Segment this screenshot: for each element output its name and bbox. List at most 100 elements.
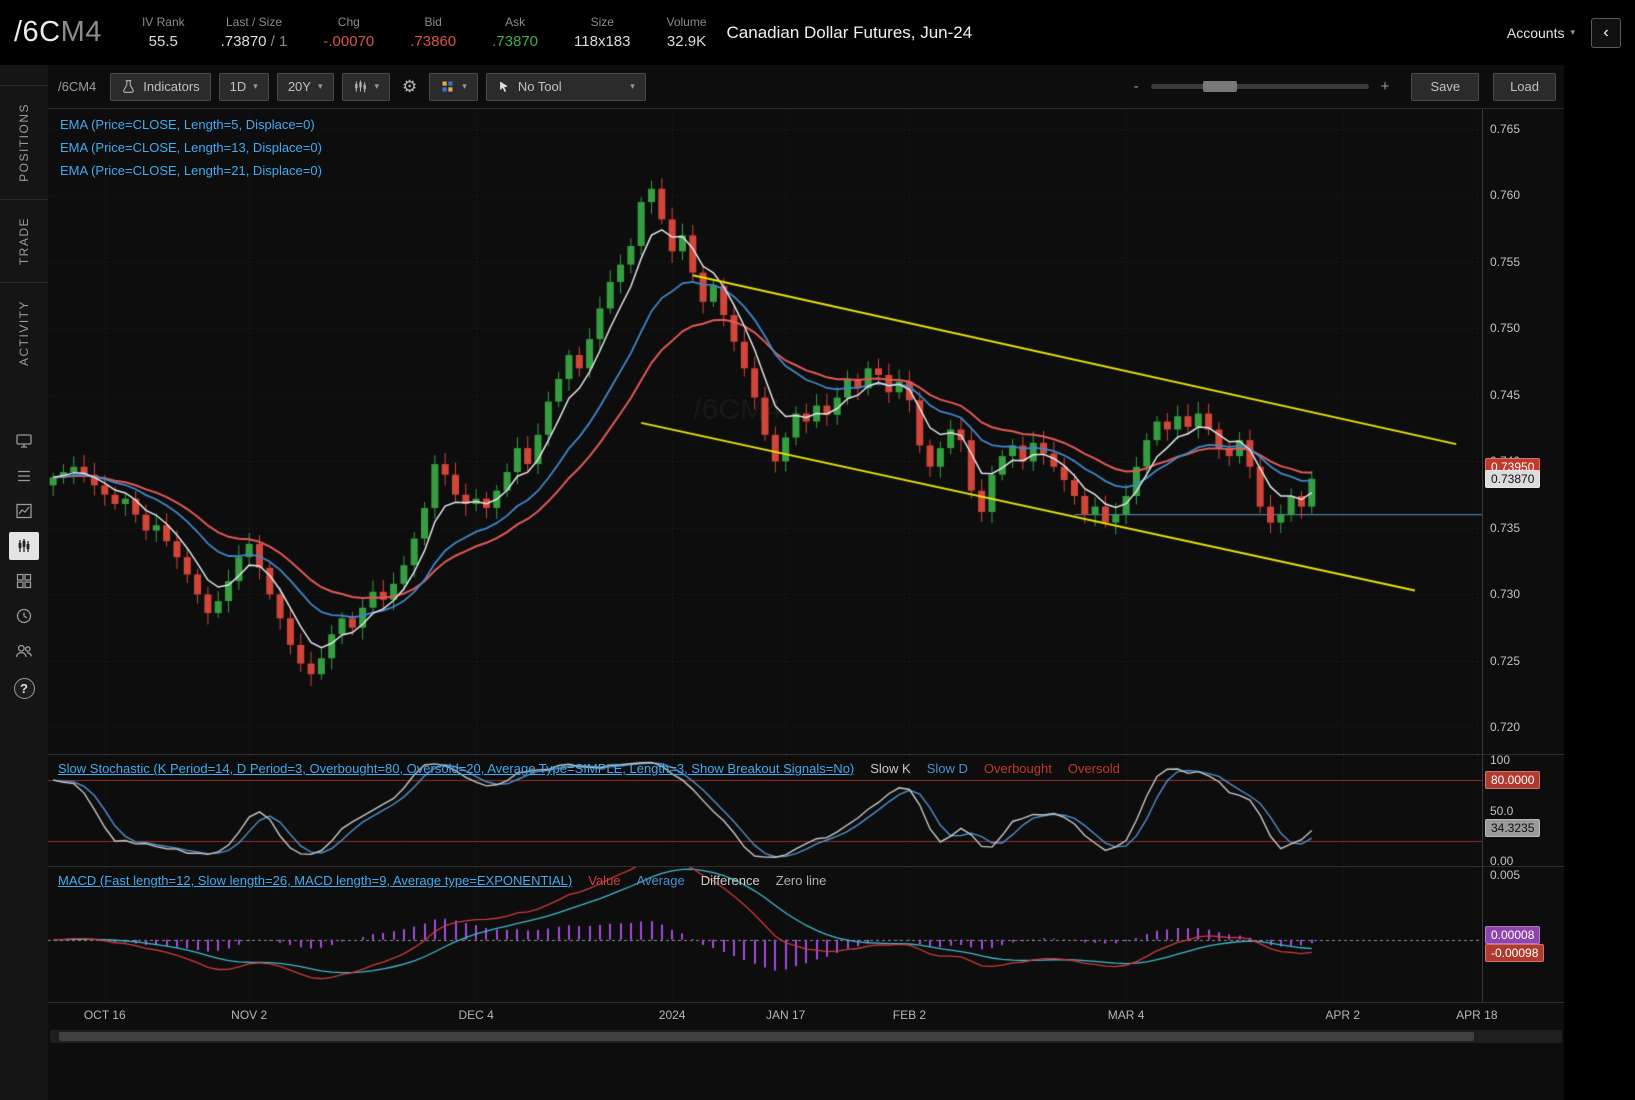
stoch-tick-label: 100: [1490, 753, 1510, 767]
beaker-icon: [121, 79, 136, 94]
time-tick-label: 2024: [637, 1008, 707, 1022]
legend-average: Average: [637, 873, 685, 888]
sidebar-icons: ?: [0, 427, 48, 699]
zoom-slider-thumb[interactable]: [1203, 81, 1237, 92]
stat-ask: Ask.73870: [492, 15, 538, 50]
chart-type-dropdown[interactable]: ▾: [342, 73, 391, 101]
watchlist-icon[interactable]: [9, 462, 39, 490]
zoom-in-button[interactable]: +: [1381, 78, 1390, 95]
gear-icon[interactable]: ⚙: [398, 77, 421, 97]
candlestick-icon: [353, 79, 368, 94]
header-right: Accounts▾ ‹: [1507, 18, 1621, 48]
stat-iv-rank: IV Rank55.5: [142, 15, 185, 50]
ema13-label[interactable]: EMA (Price=CLOSE, Length=13, Displace=0): [60, 140, 322, 155]
timeframe-dropdown[interactable]: 1D▾: [219, 73, 269, 101]
zoom-slider[interactable]: [1151, 84, 1369, 89]
price-tick-label: 0.725: [1490, 654, 1520, 668]
legend-slow-d: Slow D: [927, 761, 968, 776]
time-tick-label: FEB 2: [874, 1008, 944, 1022]
legend-difference: Difference: [701, 873, 760, 888]
app-body: POSITIONS TRADE ACTIVITY ? /6CM4 I: [0, 65, 1635, 1100]
price-tick-label: 0.730: [1490, 587, 1520, 601]
price-axis: 0.7650.7600.7550.7500.7450.7400.7350.730…: [1482, 109, 1564, 754]
price-panel: EMA (Price=CLOSE, Length=5, Displace=0) …: [48, 109, 1564, 754]
line-chart-icon[interactable]: [9, 497, 39, 525]
time-axis: OCT 16NOV 2DEC 42024JAN 17FEB 2MAR 4APR …: [48, 1002, 1564, 1026]
people-icon[interactable]: [9, 637, 39, 665]
stochastic-plot: Slow Stochastic (K Period=14, D Period=3…: [48, 755, 1482, 866]
stochastic-panel: Slow Stochastic (K Period=14, D Period=3…: [48, 754, 1564, 866]
horizontal-scrollbar[interactable]: [50, 1030, 1562, 1043]
app-header: /6CM4 IV Rank55.5 Last / Size.73870 / 1 …: [0, 0, 1635, 65]
chevron-down-icon: ▾: [375, 81, 380, 92]
symbol-root: /6C: [14, 16, 61, 48]
grid-layout-icon[interactable]: [9, 567, 39, 595]
time-tick-label: APR 2: [1308, 1008, 1378, 1022]
candle-chart-icon-active[interactable]: [9, 532, 39, 560]
legend-zero-line: Zero line: [776, 873, 827, 888]
price-tick-label: 0.750: [1490, 321, 1520, 335]
stat-chg: Chg-.00070: [323, 15, 374, 50]
load-button[interactable]: Load: [1493, 73, 1556, 101]
macd-tick-label: 0.005: [1490, 868, 1520, 882]
legend-slow-k: Slow K: [870, 761, 910, 776]
chart-toolbar: /6CM4 Indicators 1D▾ 20Y▾ ▾ ⚙ ▾: [48, 65, 1564, 109]
save-button[interactable]: Save: [1411, 73, 1479, 101]
time-tick-label: NOV 2: [214, 1008, 284, 1022]
ema-study-labels: EMA (Price=CLOSE, Length=5, Displace=0) …: [60, 117, 322, 178]
history-clock-icon[interactable]: [9, 602, 39, 630]
main-chart-canvas[interactable]: [48, 109, 1482, 754]
symbol-suffix: M4: [61, 16, 102, 48]
zoom-control: - +: [1134, 78, 1390, 95]
symbol-label: /6CM4: [14, 16, 102, 49]
quote-stats: IV Rank55.5 Last / Size.73870 / 1 Chg-.0…: [142, 15, 707, 50]
price-tick-label: 0.735: [1490, 521, 1520, 535]
macd-panel: MACD (Fast length=12, Slow length=26, MA…: [48, 866, 1564, 1002]
pattern-icon: [440, 79, 455, 94]
chart-column: /6CM4 Indicators 1D▾ 20Y▾ ▾ ⚙ ▾: [48, 65, 1564, 1100]
indicators-button[interactable]: Indicators: [110, 73, 210, 101]
ema5-label[interactable]: EMA (Price=CLOSE, Length=5, Displace=0): [60, 117, 322, 132]
accounts-dropdown[interactable]: Accounts▾: [1507, 25, 1575, 41]
time-tick-label: MAR 4: [1091, 1008, 1161, 1022]
pattern-dropdown[interactable]: ▾: [429, 73, 478, 101]
sidebar-tab-trade[interactable]: TRADE: [0, 199, 48, 282]
time-axis-labels: OCT 16NOV 2DEC 42024JAN 17FEB 2MAR 4APR …: [48, 1003, 1482, 1026]
zoom-out-button[interactable]: -: [1134, 78, 1139, 95]
stat-last-size: Last / Size.73870 / 1: [221, 15, 288, 50]
price-badge: 0.73870: [1485, 470, 1540, 488]
collapse-panel-button[interactable]: ‹: [1591, 18, 1621, 48]
trading-app-window: /6CM4 IV Rank55.5 Last / Size.73870 / 1 …: [0, 0, 1635, 1100]
drawing-tool-dropdown[interactable]: No Tool ▾: [486, 73, 646, 101]
chevron-down-icon: ▾: [462, 81, 467, 92]
macd-badge: 0.00008: [1485, 926, 1540, 944]
instrument-title: Canadian Dollar Futures, Jun-24: [727, 23, 973, 43]
toolbar-symbol-label: /6CM4: [58, 79, 96, 94]
chevron-left-icon: ‹: [1603, 24, 1608, 42]
stoch-badge: 34.3235: [1485, 819, 1540, 837]
range-dropdown[interactable]: 20Y▾: [277, 73, 334, 101]
help-icon[interactable]: ?: [14, 678, 35, 699]
stochastic-study-label[interactable]: Slow Stochastic (K Period=14, D Period=3…: [58, 761, 854, 776]
stat-volume: Volume32.9K: [666, 15, 706, 50]
monitor-icon[interactable]: [9, 427, 39, 455]
stochastic-label-row: Slow Stochastic (K Period=14, D Period=3…: [58, 761, 1478, 776]
price-tick-label: 0.755: [1490, 255, 1520, 269]
macd-study-label[interactable]: MACD (Fast length=12, Slow length=26, MA…: [58, 873, 572, 888]
legend-value: Value: [588, 873, 620, 888]
price-tick-label: 0.760: [1490, 188, 1520, 202]
stoch-tick-label: 50.0: [1490, 804, 1513, 818]
right-gutter: [1564, 65, 1635, 1100]
scrollbar-thumb[interactable]: [59, 1032, 1474, 1041]
sidebar-tab-positions[interactable]: POSITIONS: [0, 85, 48, 199]
price-tick-label: 0.745: [1490, 388, 1520, 402]
stochastic-axis: 10050.00.0080.000034.3235: [1482, 755, 1564, 866]
time-tick-label: APR 18: [1442, 1008, 1512, 1022]
macd-badge: -0.00098: [1485, 944, 1544, 962]
ema21-label[interactable]: EMA (Price=CLOSE, Length=21, Displace=0): [60, 163, 322, 178]
sidebar-tab-activity[interactable]: ACTIVITY: [0, 282, 48, 383]
legend-overbought: Overbought: [984, 761, 1052, 776]
macd-plot: MACD (Fast length=12, Slow length=26, MA…: [48, 867, 1482, 1002]
stat-size: Size118x183: [574, 15, 630, 50]
price-tick-label: 0.765: [1490, 122, 1520, 136]
